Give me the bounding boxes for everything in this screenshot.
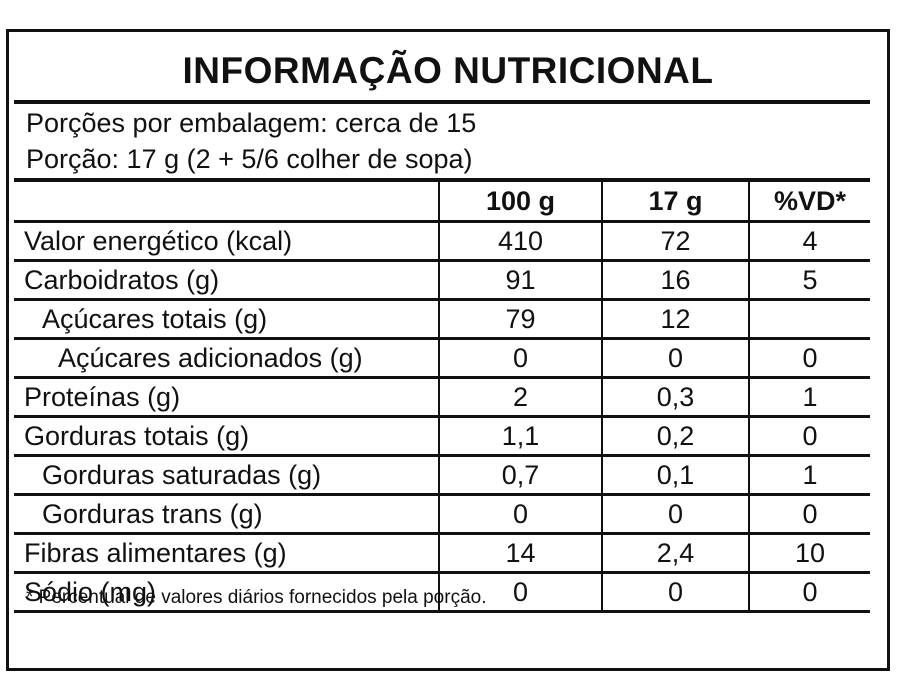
table-row: Gorduras trans (g) 0 0 0 — [14, 494, 870, 535]
value-daily-percent: 1 — [748, 377, 870, 418]
table-row: Açúcares totais (g) 79 12 — [14, 299, 870, 340]
header-per-100g: 100 g — [438, 182, 602, 223]
value-per-serving: 0,1 — [601, 455, 749, 496]
header-nutrient — [14, 182, 439, 223]
value-per-100g: 410 — [438, 221, 602, 262]
value-daily-percent: 0 — [748, 494, 870, 535]
serving-size: Porção: 17 g (2 + 5/6 colher de sopa) — [26, 144, 473, 174]
value-per-serving: 0 — [601, 338, 749, 379]
nutrient-name: Valor energético (kcal) — [14, 221, 439, 262]
value-per-100g: 14 — [438, 533, 602, 574]
value-daily-percent: 1 — [748, 455, 870, 496]
value-daily-percent: 0 — [748, 572, 870, 613]
value-per-serving: 72 — [601, 221, 749, 262]
nutrition-table: 100 g 17 g %VD* Valor energético (kcal) 4… — [14, 182, 870, 613]
serving-divider — [14, 178, 870, 182]
table-row: Gorduras totais (g) 1,1 0,2 0 — [14, 416, 870, 457]
table-row: Gorduras saturadas (g) 0,7 0,1 1 — [14, 455, 870, 496]
value-per-100g: 0 — [438, 572, 602, 613]
nutrient-name: Açúcares adicionados (g) — [14, 338, 439, 379]
table-header-row: 100 g 17 g %VD* — [14, 182, 870, 223]
value-daily-percent: 0 — [748, 416, 870, 457]
value-daily-percent: 0 — [748, 338, 870, 379]
nutrient-name: Sódio (mg) — [14, 572, 439, 613]
value-daily-percent — [748, 299, 870, 340]
header-per-serving: 17 g — [601, 182, 749, 223]
header-daily-value: %VD* — [748, 182, 870, 223]
value-per-100g: 2 — [438, 377, 602, 418]
value-daily-percent: 10 — [748, 533, 870, 574]
table-row: Fibras alimentares (g) 14 2,4 10 — [14, 533, 870, 574]
footnote: * Percentual de valores diários fornecid… — [26, 587, 487, 608]
nutrient-name: Gorduras totais (g) — [14, 416, 439, 457]
table-row: Proteínas (g) 2 0,3 1 — [14, 377, 870, 418]
label-title: INFORMAÇÃO NUTRICIONAL — [182, 50, 714, 91]
nutrient-name: Proteínas (g) — [14, 377, 439, 418]
value-per-100g: 0 — [438, 338, 602, 379]
title-divider — [14, 100, 870, 104]
table-row: Açúcares adicionados (g) 0 0 0 — [14, 338, 870, 379]
value-per-serving: 0,3 — [601, 377, 749, 418]
nutrition-facts-label: INFORMAÇÃO NUTRICIONAL — [6, 29, 890, 671]
nutrient-name: Açúcares totais (g) — [14, 299, 439, 340]
value-per-100g: 1,1 — [438, 416, 602, 457]
nutrient-name: Gorduras saturadas (g) — [14, 455, 439, 496]
nutrient-name: Fibras alimentares (g) — [14, 533, 439, 574]
table-row: Valor energético (kcal) 410 72 4 — [14, 221, 870, 262]
nutrient-name: Gorduras trans (g) — [14, 494, 439, 535]
servings-per-package: Porções por embalagem: cerca de 15 — [26, 108, 477, 138]
nutrient-name: Carboidratos (g) — [14, 260, 439, 301]
value-per-100g: 0,7 — [438, 455, 602, 496]
value-per-serving: 2,4 — [601, 533, 749, 574]
value-per-100g: 91 — [438, 260, 602, 301]
value-per-serving: 0 — [601, 572, 749, 613]
table-row: Sódio (mg) 0 0 0 — [14, 572, 870, 613]
value-per-serving: 0 — [601, 494, 749, 535]
value-per-serving: 0,2 — [601, 416, 749, 457]
value-per-100g: 0 — [438, 494, 602, 535]
table-row: Carboidratos (g) 91 16 5 — [14, 260, 870, 301]
value-per-100g: 79 — [438, 299, 602, 340]
value-daily-percent: 4 — [748, 221, 870, 262]
value-daily-percent: 5 — [748, 260, 870, 301]
value-per-serving: 16 — [601, 260, 749, 301]
value-per-serving: 12 — [601, 299, 749, 340]
